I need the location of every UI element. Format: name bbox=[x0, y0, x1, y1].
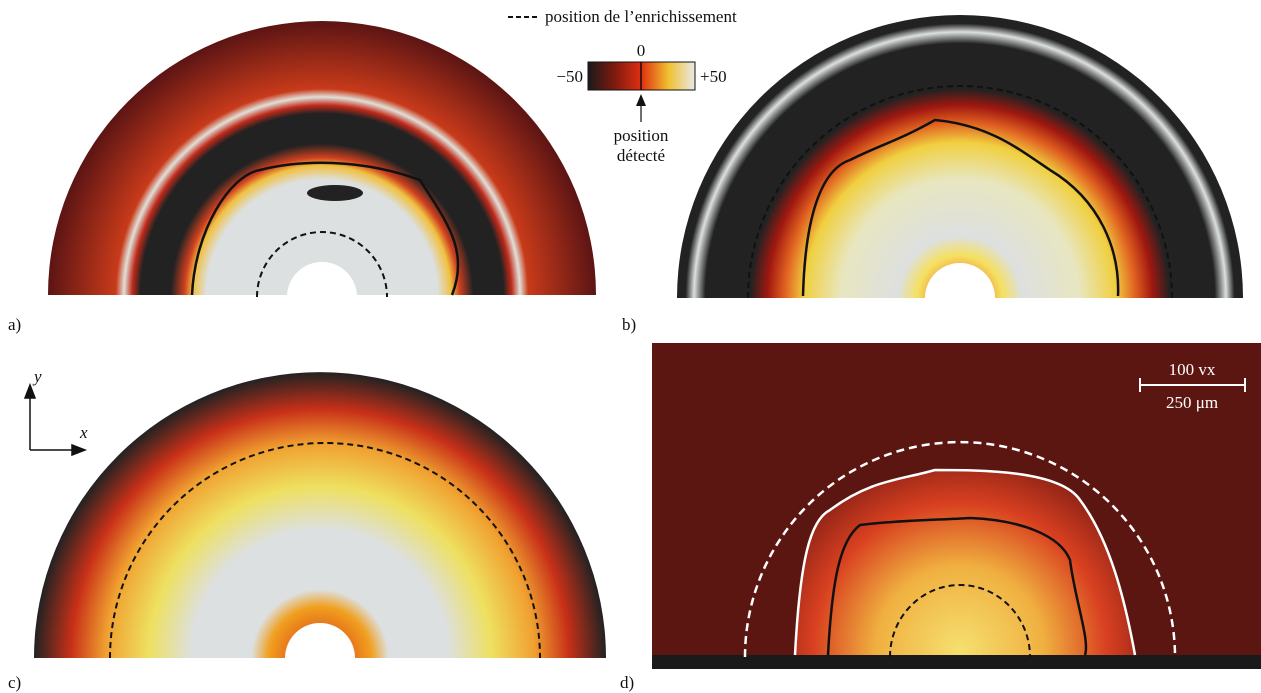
dashed-arc bbox=[109, 442, 541, 659]
substrate bbox=[652, 655, 1261, 669]
scale-bar bbox=[1139, 378, 1246, 392]
panel-label: d) bbox=[620, 673, 634, 692]
dashed-arc bbox=[889, 584, 1031, 658]
axis-label: y bbox=[32, 367, 42, 386]
hole bbox=[287, 262, 357, 332]
field-c bbox=[34, 372, 606, 658]
colorbar-label: 0 bbox=[637, 41, 646, 60]
axis-label: x bbox=[79, 423, 88, 442]
contour bbox=[793, 468, 1137, 656]
arrow-head bbox=[636, 94, 646, 106]
contour bbox=[190, 161, 460, 296]
field-a bbox=[48, 21, 596, 295]
dashed-arc bbox=[256, 231, 388, 298]
hole bbox=[925, 263, 995, 333]
panel-label: c) bbox=[8, 673, 21, 692]
axes-icon bbox=[23, 382, 88, 457]
contour bbox=[801, 118, 1120, 297]
scale-label: 250 μm bbox=[1166, 393, 1218, 412]
deposit bbox=[795, 470, 1135, 655]
colorbar-label: −50 bbox=[556, 67, 583, 86]
panel-label: a) bbox=[8, 315, 21, 334]
hole bbox=[285, 623, 355, 693]
colorbar-label: +50 bbox=[700, 67, 727, 86]
legend-label: position de l’enrichissement bbox=[545, 7, 737, 26]
dashed-arc bbox=[747, 85, 1173, 299]
panel-label: b) bbox=[622, 315, 636, 334]
arrow-label: position bbox=[614, 126, 669, 145]
scale-label: 100 vx bbox=[1169, 360, 1216, 379]
arrow-label: détecté bbox=[617, 146, 665, 165]
field-b bbox=[677, 15, 1243, 298]
dashed-arc bbox=[743, 440, 1177, 658]
contour bbox=[826, 516, 1088, 656]
blob bbox=[307, 185, 363, 201]
